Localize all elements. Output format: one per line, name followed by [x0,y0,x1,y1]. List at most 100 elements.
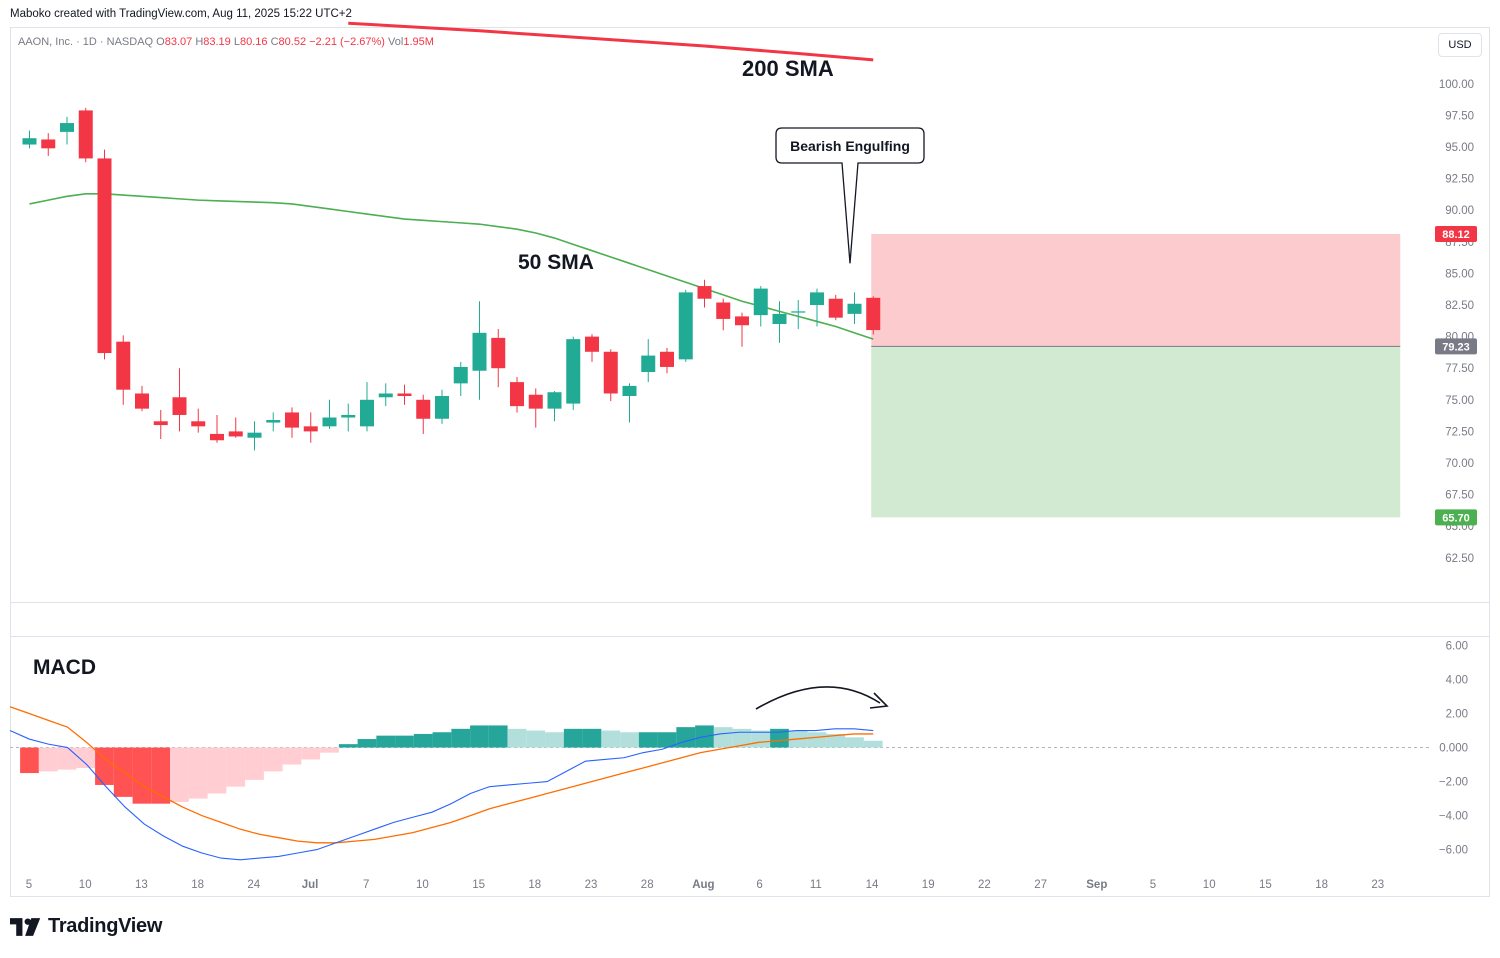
callout-bubble [775,127,925,264]
macd-histogram-bar [770,728,789,748]
candle [716,298,731,331]
candle [228,417,243,438]
candle [810,288,824,327]
time-tick-label: 23 [585,879,598,891]
macd-tick-label: −6.00 [1439,845,1468,857]
tradingview-logo-icon [10,917,41,936]
sma200-line-group [348,21,874,62]
macd-histogram-bar [826,733,846,748]
legend-high: 83.19 [203,36,231,48]
macd-histogram-bar [751,730,771,748]
candle-body [78,110,93,159]
macd-histogram-bar [713,727,733,748]
credit-text: Maboko created with TradingView.com, Aug… [10,8,352,20]
price-tick-label: 95.00 [1445,142,1474,154]
candle [791,299,806,330]
candle-body [847,303,862,314]
candle-body [116,341,131,390]
candle [435,389,449,424]
time-tick-label: 22 [978,879,991,891]
candle-body [341,414,356,418]
time-tick-label: 5 [26,879,32,891]
price-tick-label: 67.50 [1445,490,1474,502]
macd-histogram-bar [601,730,621,748]
tradingview-logo[interactable]: TradingView [10,915,162,938]
candle [135,385,149,412]
candle-body [453,366,468,384]
candle [753,286,768,327]
candle-body [810,292,824,306]
candle [416,394,431,434]
candle-body [247,432,262,438]
time-tick-label: 18 [1315,879,1328,891]
time-tick-label: Sep [1086,879,1107,891]
time-tick-label: 5 [1150,879,1156,891]
candle-body [585,336,599,352]
candle-body [510,382,524,407]
legend-close: 80.52 [278,36,307,48]
price-tick-label: 92.50 [1445,174,1474,186]
macd-histogram-bar [301,747,321,760]
macd-histogram-bar [488,725,508,748]
brand-name: TradingView [48,915,163,937]
macd-histogram-bar [282,747,302,765]
candle-body [153,421,168,426]
macd-histogram-bar [563,728,583,748]
candle [41,133,56,156]
macd-histogram-bar [188,747,208,799]
candle [60,116,74,145]
candle [116,335,131,405]
candle [247,421,262,451]
candle-body [266,420,281,423]
price-tick-label: 82.50 [1445,300,1474,312]
candle-body [528,394,543,409]
candle-body [397,393,412,397]
candle-body [322,417,337,427]
candle [866,296,881,335]
candle [78,107,93,163]
candle-body [660,351,674,367]
macd-tick-label: 0.000 [1439,743,1468,755]
candle-body [303,426,318,432]
macd-histogram-bar [151,747,171,804]
candle-body [22,138,37,145]
candle-body [378,393,393,398]
macd-histogram-bar [376,735,396,748]
candle-body [716,302,731,319]
candle [210,414,224,443]
axes: 62.5065.0067.5070.0072.5075.0077.5080.00… [26,79,1477,891]
candle-body [547,392,562,409]
legend-close-label: C [270,36,279,48]
sma50-line-group [29,193,874,340]
candle-body [753,288,768,316]
candle [191,408,206,433]
price-tag [1435,509,1477,526]
macd-histogram-bar [357,739,377,748]
take-profit-zone [871,346,1401,518]
candle [847,292,862,324]
price-tick-label: 77.50 [1445,363,1474,375]
candle [697,279,712,308]
candle [528,388,543,428]
candle-body [41,139,56,149]
candle-body [360,399,374,427]
stop-loss-zone [871,234,1401,347]
time-tick-label: 15 [472,879,485,891]
legend-open: 83.07 [164,36,193,48]
candle-body [735,316,749,326]
macd-tick-label: 2.00 [1446,709,1468,721]
candle [453,361,468,397]
candle [603,349,618,402]
candle-body [678,292,693,360]
price-tick-label: 100.00 [1439,79,1474,91]
currency-button[interactable]: USD [1438,33,1482,57]
candle [322,399,337,429]
macd-histogram-bar [132,747,152,804]
macd-tick-label: −2.00 [1439,777,1468,789]
time-tick-label: 18 [191,879,204,891]
time-tick-label: 19 [922,879,935,891]
candle [622,383,637,423]
macd-histogram-bar [451,728,471,748]
candle-body [566,339,581,404]
